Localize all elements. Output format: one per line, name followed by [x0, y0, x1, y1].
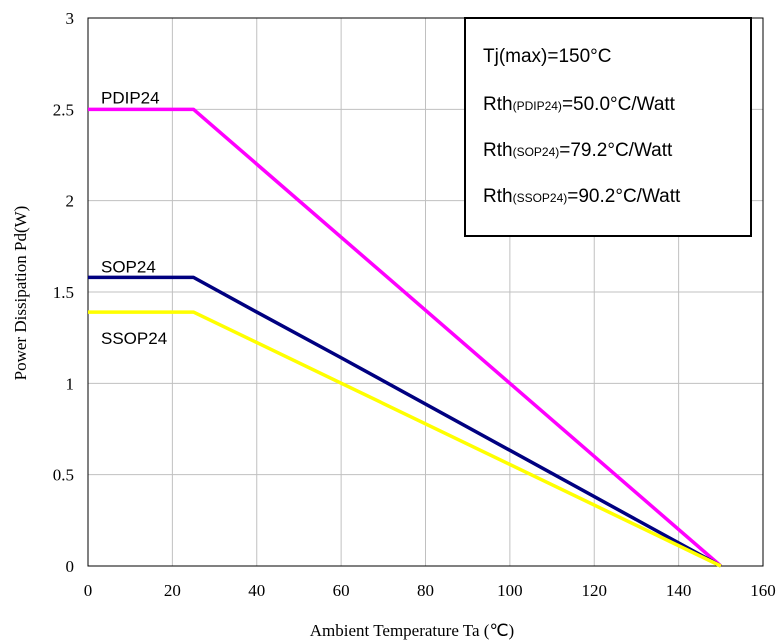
- annotation-rth-lines: Rth(PDIP24)=50.0°C/Watt Rth(SOP24)=79.2°C…: [483, 94, 681, 207]
- y-tick-label: 3: [66, 9, 75, 28]
- x-tick-labels: 0 20 40 60 80 100 120 140 160: [84, 581, 776, 600]
- y-tick-label: 0.5: [53, 466, 74, 485]
- series-line-ssop24: [88, 310, 722, 568]
- y-tick-label: 2.5: [53, 100, 74, 119]
- x-tick-label: 120: [582, 581, 608, 600]
- annotation-frame: [464, 17, 752, 237]
- series-label-ssop24: SSOP24: [101, 329, 167, 348]
- series-label-sop24: SOP24: [101, 257, 156, 276]
- annotation-rth-line: Rth(PDIP24)=50.0°C/Watt: [483, 94, 676, 115]
- plot-frame: [87, 17, 764, 567]
- y-tick-labels: 0 0.5 1 1.5 2 2.5 3: [53, 9, 74, 576]
- x-tick-label: 80: [417, 581, 434, 600]
- x-tick-label: 140: [666, 581, 692, 600]
- annotation-rth-line: Rth(SOP24)=79.2°C/Watt: [483, 140, 673, 161]
- series-line-sop24: [88, 275, 722, 568]
- rth-annotation-box: Tj(max)=150°C Rth(PDIP24)=50.0°C/WattRth…: [464, 17, 752, 237]
- annotation-tjmax: Tj(max)=150°C: [483, 46, 612, 67]
- series-lines: [88, 107, 722, 568]
- x-tick-label: 160: [750, 581, 776, 600]
- y-tick-label: 1: [66, 374, 75, 393]
- series-label-pdip24: PDIP24: [101, 88, 160, 107]
- series-labels: PDIP24 SOP24 SSOP24: [101, 88, 167, 348]
- y-tick-label: 0: [66, 557, 75, 576]
- y-tick-label: 1.5: [53, 283, 74, 302]
- x-tick-label: 60: [333, 581, 350, 600]
- x-tick-label: 100: [497, 581, 523, 600]
- x-tick-label: 20: [164, 581, 181, 600]
- x-tick-label: 40: [248, 581, 265, 600]
- x-tick-label: 0: [84, 581, 93, 600]
- series-line-pdip24: [88, 107, 722, 568]
- y-tick-label: 2: [66, 192, 75, 211]
- x-axis-label: Ambient Temperature Ta (℃): [310, 621, 514, 640]
- y-axis-label: Power Dissipation Pd(W): [11, 206, 30, 381]
- annotation-rth-line: Rth(SSOP24)=90.2°C/Watt: [483, 186, 681, 207]
